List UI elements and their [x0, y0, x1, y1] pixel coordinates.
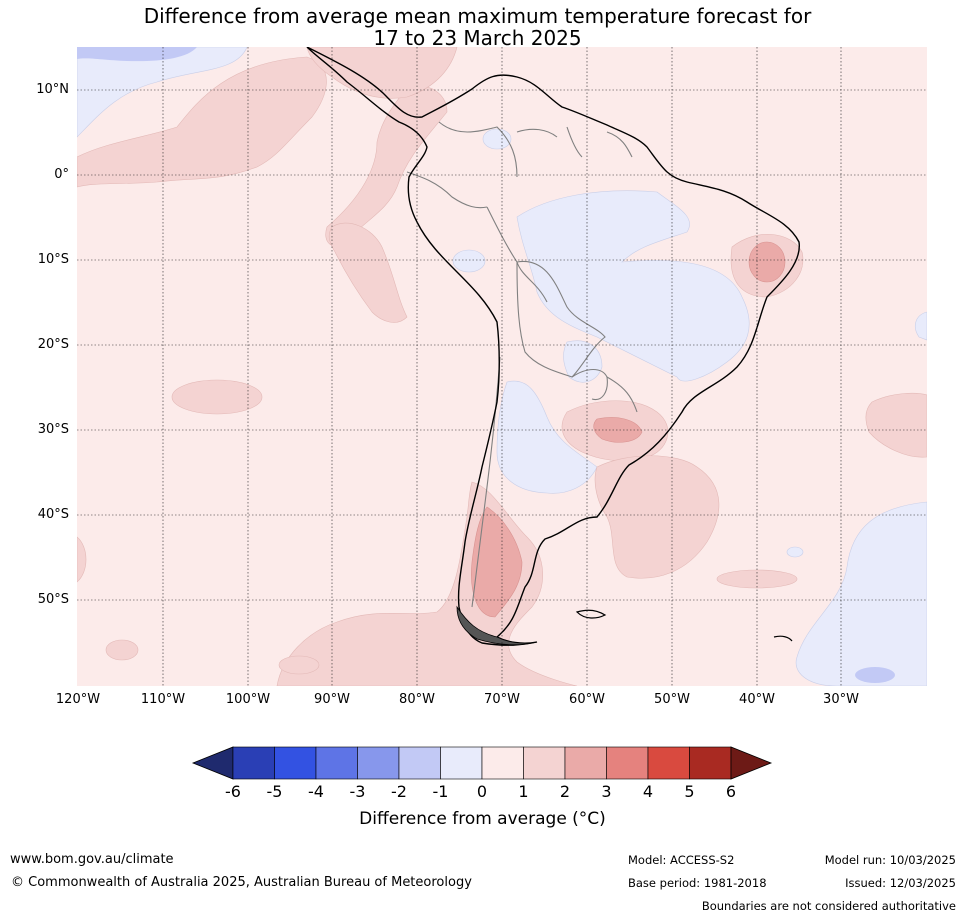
colorbar-cell — [523, 746, 566, 780]
lon-label-120w: 120°W — [55, 692, 101, 707]
lon-label-110w: 110°W — [140, 692, 186, 707]
lon-label-40w: 40°W — [739, 692, 775, 707]
lat-label-40s: 40°S — [37, 507, 69, 522]
boundary-guianas — [516, 126, 633, 158]
cool-area-argentina — [496, 380, 598, 494]
lon-label-30w: 30°W — [823, 692, 859, 707]
colorbar-tick-label: -2 — [391, 782, 407, 801]
colorbar-cell — [606, 746, 649, 780]
boundary-colombia-venezuela — [438, 121, 518, 178]
colorbar-cell — [440, 746, 483, 780]
colorbar-tick-label: 1 — [518, 782, 529, 801]
colorbar-tick-label: 0 — [476, 782, 488, 801]
colorbar-tick-label: 2 — [559, 782, 571, 801]
warm-area-ecuador-offshore — [328, 222, 408, 323]
colorbar-tick-label: -4 — [308, 782, 324, 801]
warm-core-uruguay — [593, 417, 643, 443]
lon-label-80w: 80°W — [399, 692, 435, 707]
coastline-tierra-del-fuego — [456, 605, 538, 646]
lat-label-20s: 20°S — [37, 337, 69, 352]
warm-area-caribbean — [306, 47, 458, 99]
boundary-brazil-south — [606, 376, 638, 413]
coastline-south-america — [306, 47, 800, 646]
coastline-falklands — [575, 609, 607, 619]
warm-area-east-atlantic — [865, 392, 927, 458]
boundary-ecuador-peru — [406, 171, 488, 209]
lat-label-30s: 30°S — [37, 422, 69, 437]
colorbar-cell — [232, 746, 275, 780]
footer-website[interactable]: www.bom.gov.au/climate — [10, 852, 174, 867]
colorbar-tick-label: -5 — [266, 782, 283, 801]
colorbar-tick-label: -3 — [349, 782, 366, 801]
colorbar-tick-label: -6 — [225, 782, 241, 801]
colorbar-title: Difference from average (°C) — [359, 809, 606, 829]
cool-spot-southatlantic — [786, 546, 804, 558]
colorbar-cell — [274, 746, 317, 780]
lon-label-90w: 90°W — [314, 692, 350, 707]
cool-area-east-edge — [914, 311, 927, 341]
footer-disclaimer: Boundaries are not considered authoritat… — [701, 899, 956, 913]
footer-copyright: © Commonwealth of Australia 2025, Austra… — [11, 875, 472, 890]
colorbar-cell — [689, 746, 732, 780]
warm-core-ne-brazil — [748, 241, 786, 283]
warm-core-patagonia — [471, 506, 523, 618]
cool-spot-north — [482, 128, 512, 150]
lon-label-70w: 70°W — [484, 692, 520, 707]
footer-base-period: Base period: 1981-2018 — [628, 876, 767, 890]
colorbar — [191, 746, 773, 780]
colorbar-cell — [398, 746, 441, 780]
boundary-chile-argentina — [471, 356, 501, 608]
warm-spot-central-pacific — [171, 379, 263, 415]
cool-area-nw-strong — [77, 47, 197, 62]
cool-area-northwest — [77, 47, 248, 138]
boundary-bolivia — [516, 260, 606, 378]
colorbar-cell — [481, 746, 524, 780]
cool-area-southeast — [795, 501, 927, 686]
lat-label-10n: 10°N — [36, 82, 69, 97]
lon-label-50w: 50°W — [654, 692, 690, 707]
lat-label-10s: 10°S — [37, 252, 69, 267]
warm-area-south-atlantic — [594, 455, 720, 579]
colorbar-cell — [564, 746, 607, 780]
lon-label-100w: 100°W — [225, 692, 271, 707]
lon-label-60w: 60°W — [569, 692, 605, 707]
temperature-anomaly-map — [77, 47, 927, 686]
cool-area-amazon — [516, 190, 750, 382]
warm-spot-south-pacific — [105, 639, 139, 661]
colorbar-cell — [357, 746, 400, 780]
map-title-line-2: 17 to 23 March 2025 — [373, 26, 582, 50]
colorbar-tick-label: 6 — [725, 782, 737, 801]
warm-spot-south-pacific-2 — [278, 655, 320, 675]
footer-model: Model: ACCESS-S2 — [628, 853, 735, 867]
colorbar-cell — [647, 746, 690, 780]
lat-label-0: 0° — [54, 167, 69, 182]
colorbar-tick-label: 4 — [642, 782, 654, 801]
colorbar-cell — [315, 746, 358, 780]
colorbar-tick-label: 3 — [601, 782, 612, 801]
footer-issued: Issued: 12/03/2025 — [845, 876, 956, 890]
map-title-line-1: Difference from average mean maximum tem… — [143, 4, 812, 28]
lat-label-50s: 50°S — [37, 592, 69, 607]
colorbar-arrow-high — [730, 746, 773, 780]
colorbar-arrow-low — [191, 746, 234, 780]
cool-spot-west — [452, 249, 486, 273]
coastline-south-georgia — [773, 635, 793, 642]
colorbar-tick-label: 5 — [684, 782, 695, 801]
warm-area-west-edge — [77, 536, 87, 583]
colorbar-tick-label: -1 — [432, 782, 449, 801]
cool-spot-far-south — [855, 667, 895, 683]
warm-area-north-pacific — [77, 56, 327, 188]
footer-model-run: Model run: 10/03/2025 — [824, 853, 956, 867]
